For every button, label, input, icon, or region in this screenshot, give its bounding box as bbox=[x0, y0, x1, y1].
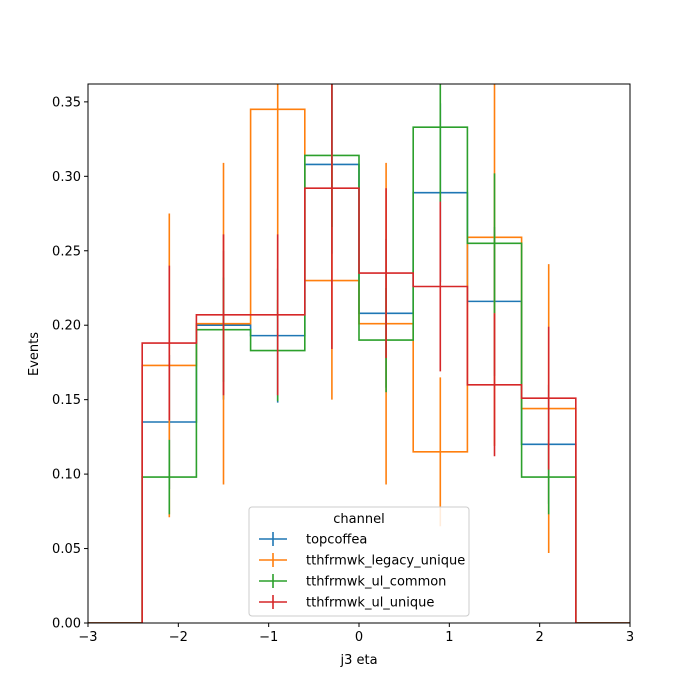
x-tick-label: 1 bbox=[445, 630, 453, 645]
y-tick-label: 0.00 bbox=[52, 617, 81, 632]
axes: −3 −2 −1 0 1 2 3 0.00 0.05 0.10 0.15 0.20 0.25 0.30 0.… bbox=[52, 95, 634, 645]
y-tick-label: 0.30 bbox=[52, 170, 81, 185]
legend-entry: tthfrmwk_legacy_unique bbox=[259, 553, 465, 569]
x-tick-label: 0 bbox=[355, 630, 363, 645]
series-tthfrmwk_ul_unique bbox=[88, 84, 630, 623]
x-tick-label: −3 bbox=[78, 630, 97, 645]
x-tick-label: −2 bbox=[169, 630, 188, 645]
series-step-line bbox=[88, 187, 630, 623]
x-tick-label: −1 bbox=[259, 630, 278, 645]
y-tick-label: 0.05 bbox=[52, 542, 81, 557]
legend-entry: topcoffea bbox=[259, 532, 367, 548]
legend-label: tthfrmwk_ul_common bbox=[306, 575, 446, 590]
y-tick-label: 0.15 bbox=[52, 393, 81, 408]
x-tick-label: 3 bbox=[626, 630, 634, 645]
y-tick-label: 0.20 bbox=[52, 319, 81, 334]
y-tick-label: 0.10 bbox=[52, 468, 81, 483]
legend-label: tthfrmwk_legacy_unique bbox=[306, 554, 465, 569]
legend-entry: tthfrmwk_ul_unique bbox=[259, 595, 434, 611]
y-tick-label: 0.25 bbox=[52, 244, 81, 259]
y-tick-label: 0.35 bbox=[52, 95, 81, 110]
x-tick-label: 2 bbox=[536, 630, 544, 645]
legend: channel topcoffea tthfrmwk_legacy_uniquett… bbox=[248, 506, 470, 617]
legend-label: topcoffea bbox=[306, 533, 367, 548]
legend-label: tthfrmwk_ul_unique bbox=[306, 596, 434, 611]
x-axis-label: j3 eta bbox=[339, 653, 377, 668]
legend-box bbox=[248, 506, 470, 617]
plot-area bbox=[88, 84, 630, 623]
legend-entry: tthfrmwk_ul_common bbox=[259, 574, 446, 590]
y-axis-label: Events bbox=[27, 332, 42, 376]
legend-title: channel bbox=[333, 512, 384, 527]
